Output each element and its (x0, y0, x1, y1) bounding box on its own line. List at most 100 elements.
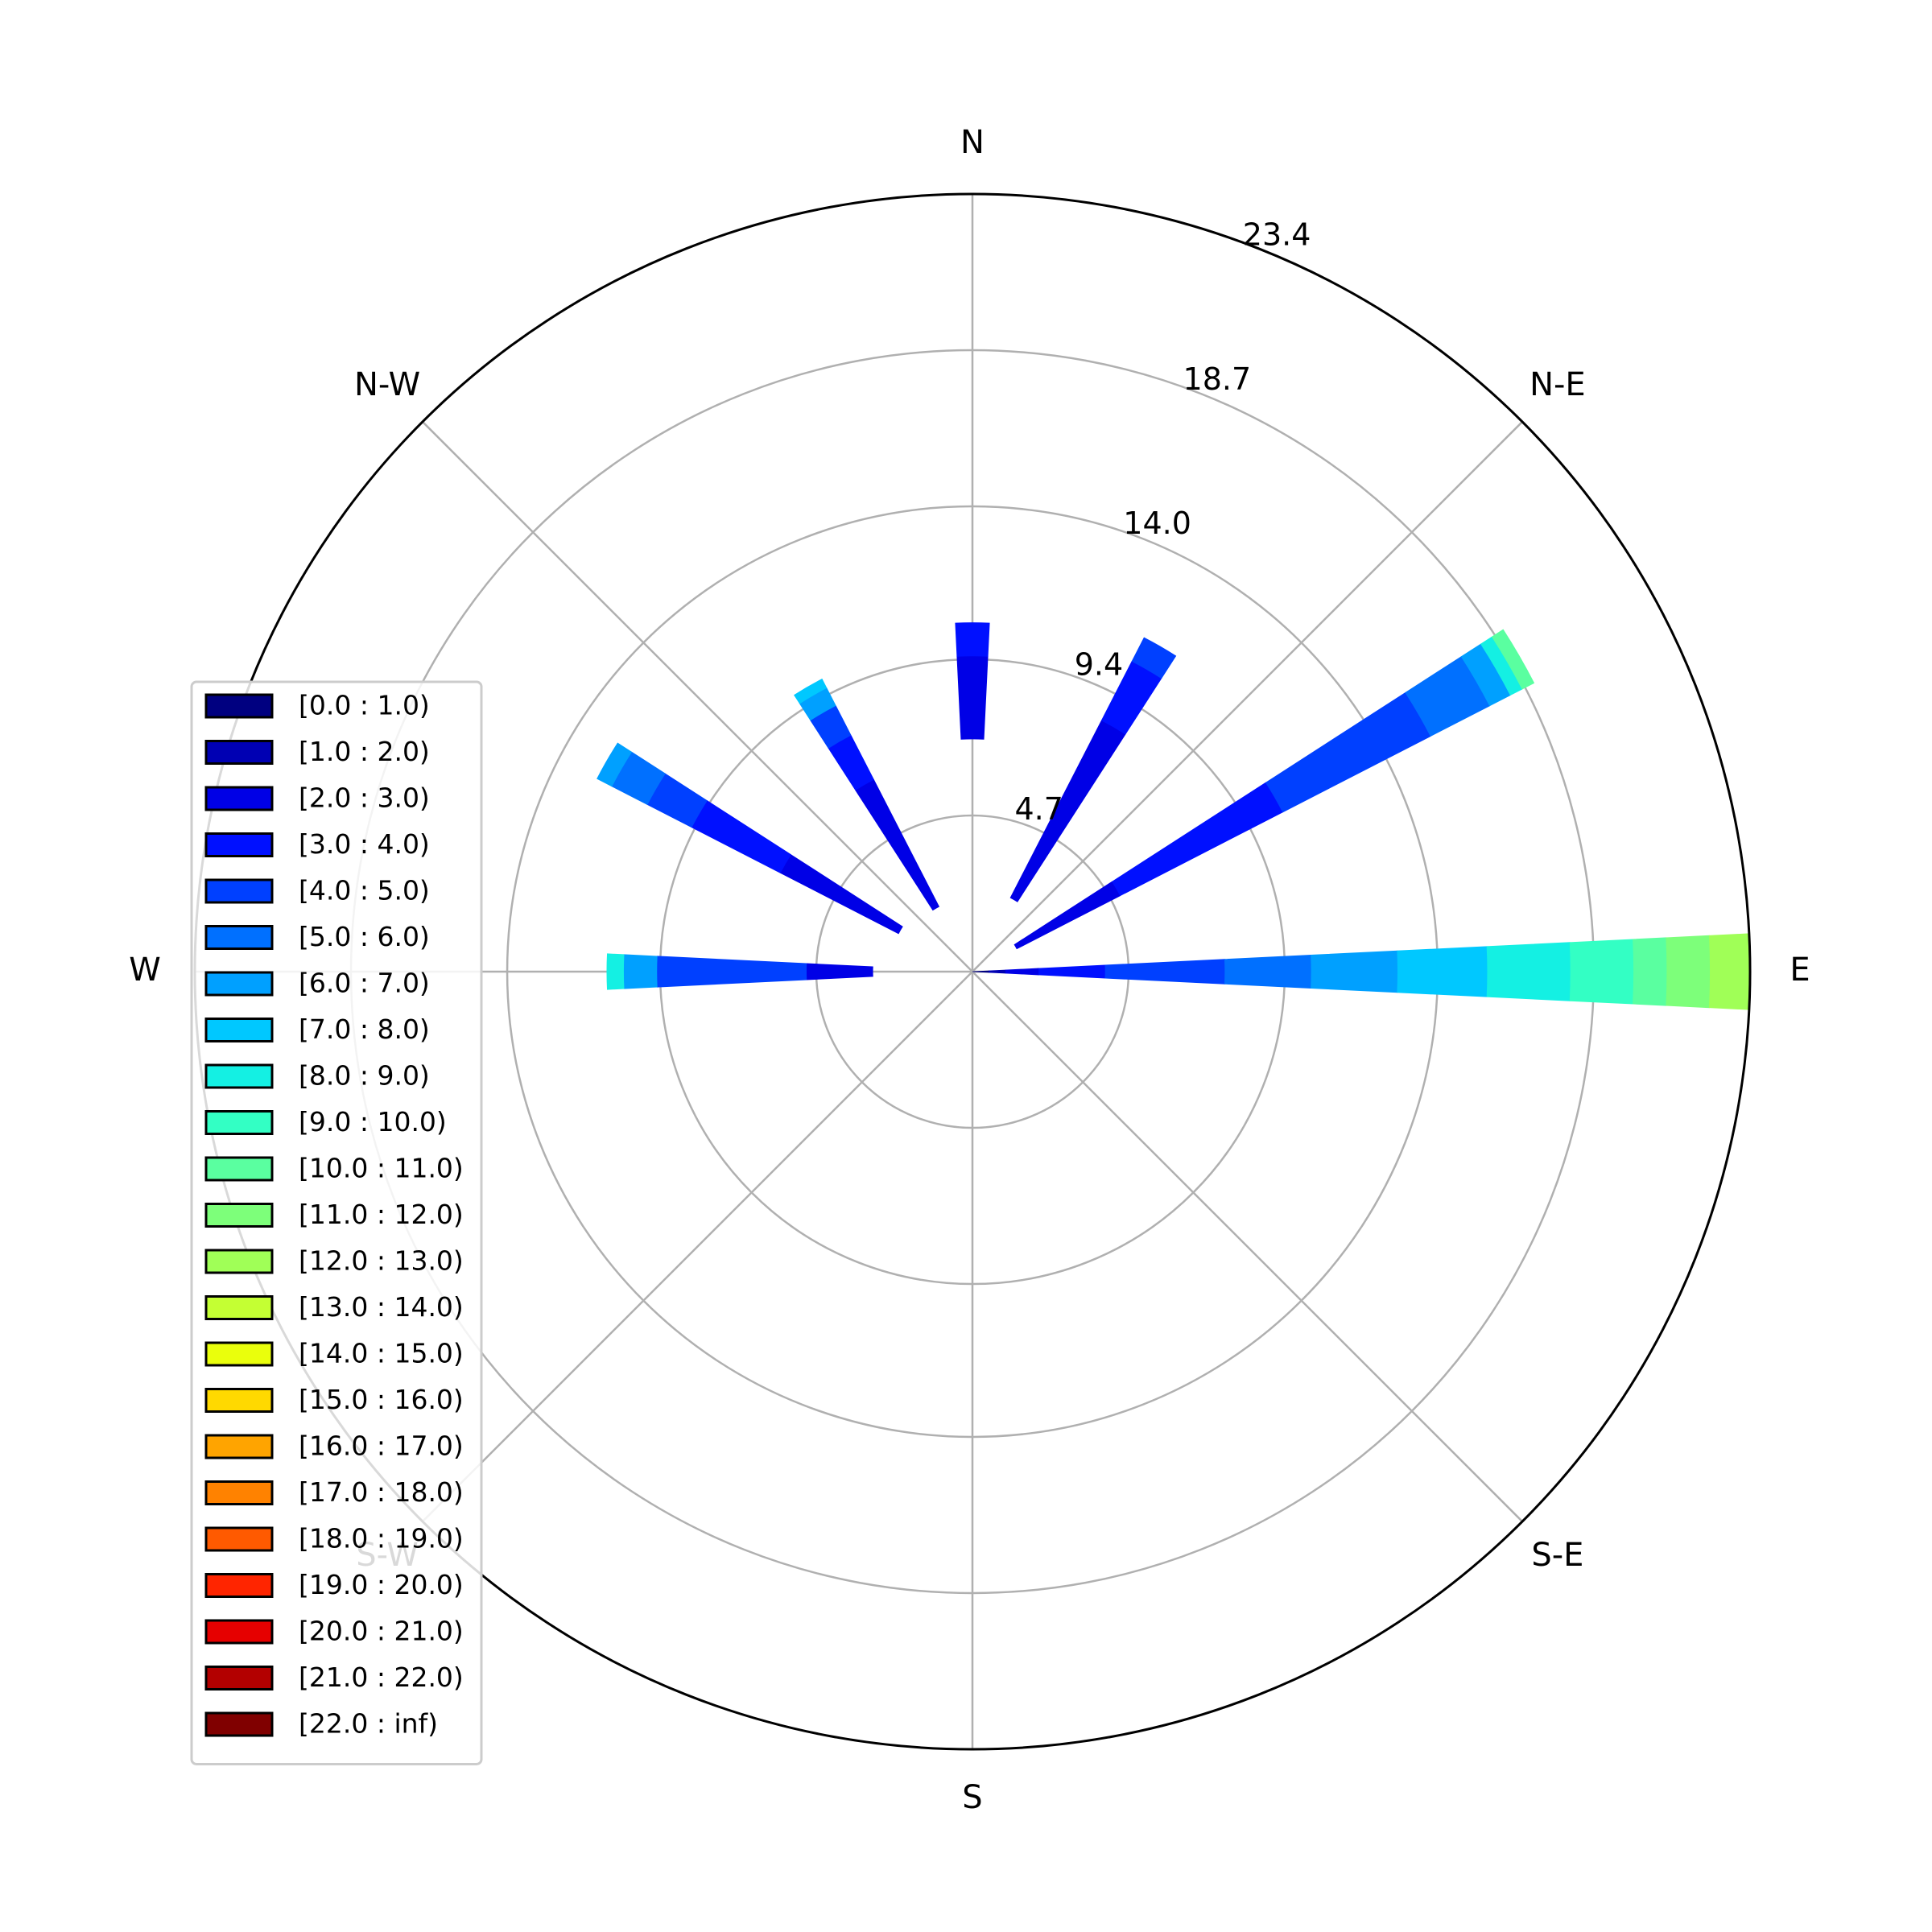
petal-1-segment-1 (1111, 782, 1284, 897)
petal-0-segment-4 (1104, 959, 1226, 985)
petal-0-segment-7 (1397, 946, 1488, 997)
petal-1-segment-2 (1265, 691, 1431, 813)
petal-6-segment-3 (606, 953, 625, 990)
petal-6 (606, 953, 873, 990)
legend-label-21: [21.0 : 22.0) (299, 1662, 464, 1693)
legend-label-2: [2.0 : 3.0) (299, 782, 430, 814)
legend-swatch-10 (204, 1156, 274, 1182)
petal-4 (794, 678, 940, 911)
legend-label-8: [8.0 : 9.0) (299, 1060, 430, 1092)
petal-0-segment-3 (1038, 964, 1106, 979)
legend-swatch-19 (204, 1573, 274, 1598)
legend-label-5: [5.0 : 6.0) (299, 921, 430, 952)
petal-0 (972, 933, 1751, 1010)
legend-swatch-4 (204, 878, 274, 904)
legend-swatch-8 (204, 1063, 274, 1089)
legend-label-7: [7.0 : 8.0) (299, 1013, 430, 1045)
petal-0-segment-2 (1005, 968, 1039, 976)
legend-swatch-14 (204, 1341, 274, 1367)
grid-spoke-7 (972, 971, 1523, 1522)
legend-swatch-22 (204, 1711, 274, 1737)
petal-0-segment-10 (1633, 937, 1668, 1006)
legend-swatch-1 (204, 740, 274, 765)
petal-5-segment-0 (779, 854, 903, 935)
legend-label-22: [22.0 : inf) (299, 1708, 438, 1740)
grid-spoke-5 (422, 971, 973, 1522)
direction-label-w: W (129, 952, 161, 989)
petal-0-segment-6 (1311, 950, 1398, 993)
legend-swatch-6 (204, 971, 274, 997)
petal-5-segment-1 (691, 800, 792, 873)
legend-swatch-18 (204, 1526, 274, 1552)
petal-1 (1013, 629, 1535, 950)
petal-3-segment-1 (955, 622, 990, 657)
legend-swatch-3 (204, 832, 274, 857)
petal-6-segment-2 (623, 954, 658, 989)
radial-tick-label-0: 4.7 (1014, 791, 1063, 827)
legend-swatch-20 (204, 1619, 274, 1645)
legend-swatch-5 (204, 925, 274, 950)
legend-label-0: [0.0 : 1.0) (299, 690, 430, 721)
direction-label-n: N (960, 124, 985, 161)
petal-0-segment-1 (989, 969, 1006, 974)
legend-label-15: [15.0 : 16.0) (299, 1384, 464, 1415)
legend-label-10: [10.0 : 11.0) (299, 1153, 464, 1184)
petal-3 (955, 622, 990, 740)
legend-label-16: [16.0 : 17.0) (299, 1430, 464, 1462)
petal-5-segment-4 (597, 742, 633, 787)
legend-swatch-7 (204, 1018, 274, 1042)
legend: [0.0 : 1.0) [1.0 : 2.0) [2.0 : 3.0) [3.0 : … (190, 680, 483, 1765)
legend-label-11: [11.0 : 12.0) (299, 1199, 464, 1230)
grid-spoke-3 (422, 421, 973, 972)
legend-swatch-11 (204, 1203, 274, 1228)
legend-label-6: [6.0 : 7.0) (299, 968, 430, 999)
radial-tick-label-1: 9.4 (1075, 647, 1123, 683)
legend-swatch-21 (204, 1666, 274, 1690)
petal-2-segment-2 (1131, 637, 1177, 679)
radial-tick-label-2: 14.0 (1123, 506, 1191, 541)
legend-label-13: [13.0 : 14.0) (299, 1291, 464, 1323)
legend-label-17: [17.0 : 18.0) (299, 1476, 464, 1508)
petal-0-segment-9 (1569, 939, 1634, 1005)
legend-swatch-2 (204, 786, 274, 811)
petal-0-segment-8 (1486, 942, 1571, 1001)
direction-label-s: S (962, 1779, 982, 1816)
legend-swatch-12 (204, 1249, 274, 1274)
direction-label-n-w: N-W (354, 366, 420, 403)
legend-swatch-13 (204, 1295, 274, 1320)
petal-6-segment-1 (656, 956, 807, 988)
petal-3-segment-0 (956, 655, 989, 740)
direction-label-n-e: N-E (1530, 366, 1586, 403)
legend-swatch-17 (204, 1480, 274, 1505)
legend-label-4: [4.0 : 5.0) (299, 875, 430, 906)
petals (597, 622, 1751, 1010)
petal-0-segment-5 (1224, 955, 1312, 989)
direction-label-s-e: S-E (1531, 1537, 1583, 1574)
grid-spoke-1 (972, 421, 1523, 972)
legend-swatch-16 (204, 1434, 274, 1459)
legend-label-3: [3.0 : 4.0) (299, 828, 430, 860)
legend-swatch-0 (204, 693, 274, 719)
radial-tick-label-3: 18.7 (1183, 361, 1252, 397)
legend-label-9: [9.0 : 10.0) (299, 1106, 447, 1137)
legend-label-20: [20.0 : 21.0) (299, 1616, 464, 1647)
radial-tick-label-4: 23.4 (1243, 217, 1311, 253)
legend-label-18: [18.0 : 19.0) (299, 1523, 464, 1554)
direction-label-e: E (1790, 952, 1810, 989)
petal-2 (1009, 637, 1177, 902)
petal-0-segment-11 (1666, 935, 1711, 1009)
petal-4-segment-0 (855, 778, 940, 911)
legend-swatch-9 (204, 1110, 274, 1135)
legend-label-19: [19.0 : 20.0) (299, 1569, 464, 1600)
legend-label-1: [1.0 : 2.0) (299, 736, 430, 767)
petal-5 (597, 742, 903, 935)
petal-1-segment-6 (1491, 629, 1535, 690)
legend-label-12: [12.0 : 13.0) (299, 1245, 464, 1277)
petal-0-segment-12 (1708, 933, 1751, 1010)
petal-6-segment-0 (806, 963, 873, 980)
legend-swatch-15 (204, 1388, 274, 1413)
radial-tick-labels: 4.7 9.4 14.0 18.7 23.4 (1014, 217, 1311, 827)
legend-label-14: [14.0 : 15.0) (299, 1338, 464, 1369)
petal-4-segment-4 (794, 678, 828, 704)
